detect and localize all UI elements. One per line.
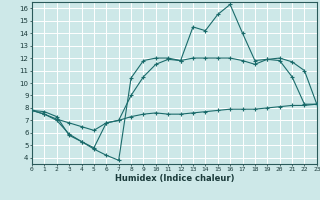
X-axis label: Humidex (Indice chaleur): Humidex (Indice chaleur) xyxy=(115,174,234,183)
